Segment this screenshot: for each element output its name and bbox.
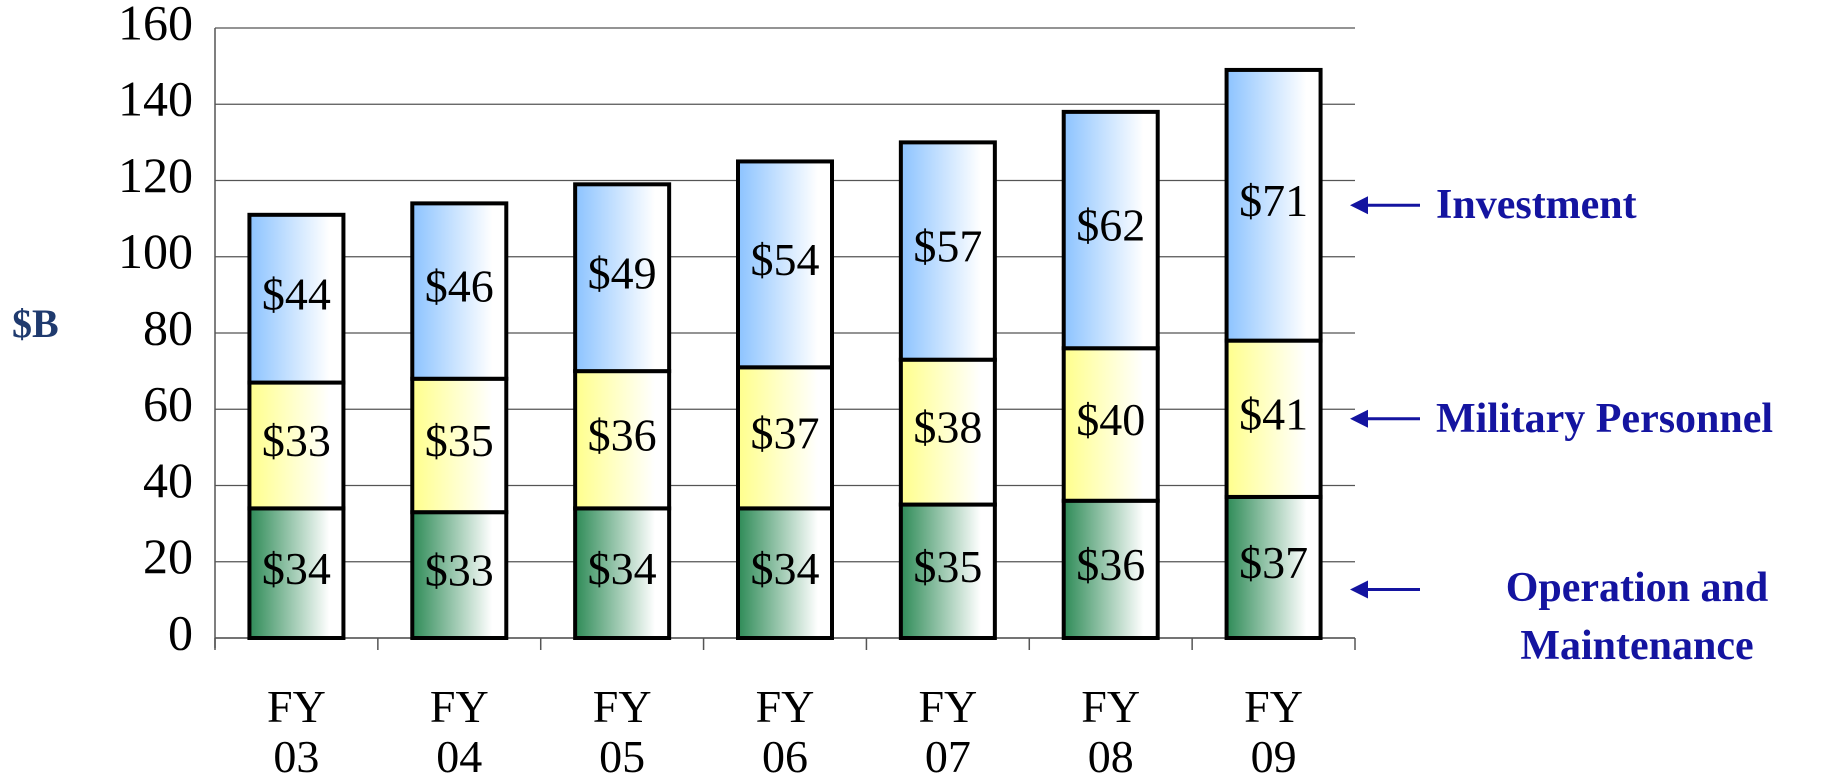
bar-segment [1224, 494, 1323, 640]
value-label: $41 [1239, 388, 1308, 439]
bar-segment [247, 380, 346, 511]
y-tick-label: 20 [143, 528, 193, 584]
value-label: $34 [751, 543, 820, 594]
bar-segment [247, 506, 346, 640]
y-tick-label: 80 [143, 299, 193, 355]
y-tick-label: 40 [143, 452, 193, 508]
legend-arrowhead [1350, 409, 1368, 428]
bar-segment [247, 212, 346, 385]
x-tick-label: FY 08 [1081, 681, 1141, 782]
value-label: $62 [1076, 200, 1145, 251]
value-label: $37 [1239, 537, 1308, 588]
x-tick-label: FY 07 [918, 681, 978, 782]
value-label: $33 [425, 545, 494, 596]
y-tick-label: 120 [118, 147, 193, 203]
bar-segment [1061, 346, 1160, 503]
legend-label: Operation and Maintenance [1505, 565, 1769, 670]
bar-segment [736, 159, 834, 370]
value-label: $34 [588, 543, 657, 594]
bar-segment [1224, 338, 1323, 499]
y-tick-label: 100 [118, 223, 193, 279]
value-label: $38 [913, 402, 982, 453]
value-label: $46 [425, 261, 494, 312]
legend-label: Military Personnel [1436, 395, 1774, 442]
bar-segment [573, 506, 672, 640]
x-tick-label: FY 05 [592, 681, 652, 782]
y-tick-label: 60 [143, 376, 193, 432]
x-tick-label: FY 09 [1244, 681, 1303, 782]
bar-segment [410, 510, 509, 640]
x-tick-label: FY 06 [755, 681, 815, 782]
value-label: $35 [425, 415, 494, 466]
value-label: $40 [1076, 394, 1145, 445]
y-tick-label: 140 [118, 71, 193, 127]
value-label: $71 [1239, 175, 1308, 226]
bar-segment [1224, 67, 1323, 343]
value-label: $57 [913, 221, 982, 272]
legend-arrowhead [1350, 196, 1368, 215]
bar-segment [410, 201, 509, 381]
x-tick-label: FY 04 [429, 681, 489, 782]
value-label: $33 [262, 415, 331, 466]
value-label: $35 [913, 541, 982, 592]
value-label: $44 [262, 268, 331, 319]
bar-segment [898, 140, 997, 362]
y-tick-label: 160 [118, 0, 193, 50]
legend-arrowhead [1350, 580, 1368, 599]
value-label: $49 [588, 247, 657, 298]
bar-segment [573, 182, 672, 374]
value-label: $37 [751, 407, 820, 458]
x-tick-label: FY 03 [267, 681, 326, 782]
value-label: $36 [1076, 539, 1145, 590]
value-label: $54 [751, 234, 820, 285]
y-axis-label: $B [12, 301, 59, 346]
value-label: $34 [262, 543, 331, 594]
value-label: $36 [588, 409, 657, 460]
bar-segment [1061, 109, 1160, 351]
bar-segment [573, 369, 672, 511]
y-tick-label: 0 [168, 604, 193, 660]
legend-label: Investment [1436, 182, 1637, 229]
